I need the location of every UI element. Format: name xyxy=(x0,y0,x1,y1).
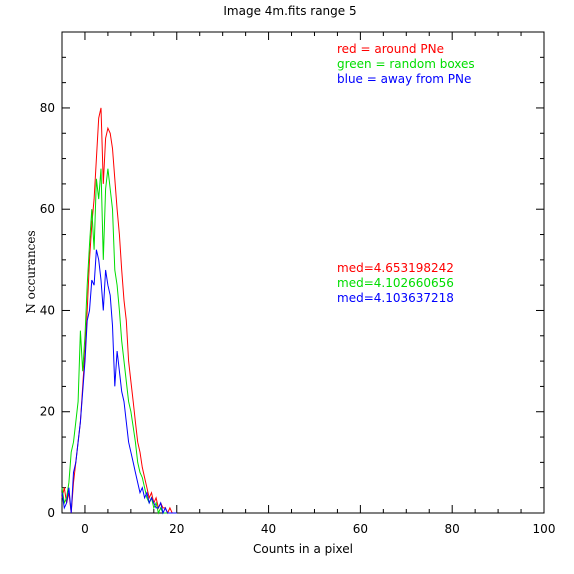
y-tick-label: 0 xyxy=(47,506,55,520)
x-tick-label: 20 xyxy=(169,522,184,536)
chart-title: Image 4m.fits range 5 xyxy=(223,4,356,18)
y-tick-label: 20 xyxy=(40,405,55,419)
median-label: med=4.102660656 xyxy=(337,276,454,290)
y-tick-label: 40 xyxy=(40,303,55,317)
median-label: med=4.103637218 xyxy=(337,291,454,305)
x-tick-label: 80 xyxy=(445,522,460,536)
y-tick-label: 60 xyxy=(40,202,55,216)
data-series xyxy=(61,107,177,515)
median-label: med=4.653198242 xyxy=(337,261,454,275)
series-line-1 xyxy=(61,168,177,515)
y-tick-label: 80 xyxy=(40,101,55,115)
x-tick-label: 100 xyxy=(533,522,556,536)
axis-ticks: 0 20 40 60 80 100 0 20 40 60 80 xyxy=(40,31,556,536)
median-annotations: med=4.653198242med=4.102660656med=4.1036… xyxy=(337,261,454,305)
x-tick-label: 40 xyxy=(261,522,276,536)
series-line-2 xyxy=(61,249,177,515)
x-axis-label: Counts in a pixel xyxy=(253,542,353,556)
legend-entry: blue = away from PNe xyxy=(337,72,471,86)
y-axis-label: N occurances xyxy=(24,230,38,313)
legend-entry: red = around PNe xyxy=(337,42,444,56)
legend-entry: green = random boxes xyxy=(337,57,475,71)
x-tick-label: 60 xyxy=(353,522,368,536)
plot-frame xyxy=(61,31,545,514)
x-tick-label: 0 xyxy=(81,522,89,536)
